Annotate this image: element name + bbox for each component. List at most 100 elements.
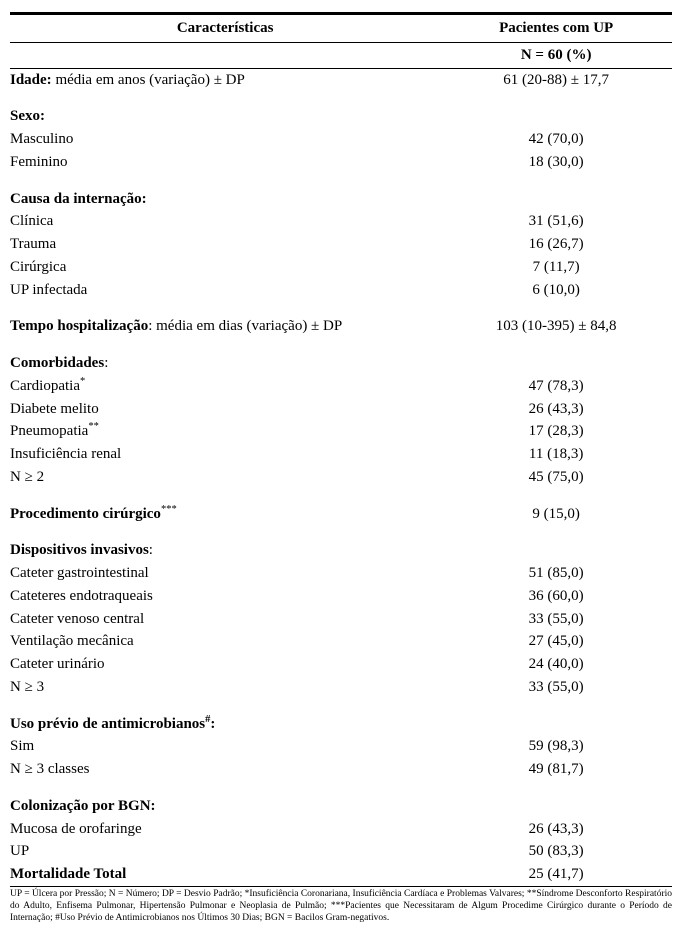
table-row: Cateter urinário24 (40,0) xyxy=(10,653,672,676)
row-value: 9 (15,0) xyxy=(440,503,672,526)
table-row xyxy=(10,489,672,503)
table-row: Cardiopatia*47 (78,3) xyxy=(10,375,672,398)
row-label: Ventilação mecânica xyxy=(10,630,440,653)
row-label: Diabete melito xyxy=(10,398,440,421)
table-row xyxy=(10,525,672,539)
header-sub-right: N = 60 (%) xyxy=(440,43,672,68)
row-value: 6 (10,0) xyxy=(440,279,672,302)
row-value: 42 (70,0) xyxy=(440,128,672,151)
table-row: Pneumopatia**17 (28,3) xyxy=(10,420,672,443)
row-value: 50 (83,3) xyxy=(440,840,672,863)
table-row: Idade: média em anos (variação) ± DP61 (… xyxy=(10,69,672,92)
row-label: N ≥ 3 classes xyxy=(10,758,440,781)
row-value: 51 (85,0) xyxy=(440,562,672,585)
table-row: Sexo: xyxy=(10,105,672,128)
table-row: Clínica31 (51,6) xyxy=(10,210,672,233)
table-row: Ventilação mecânica27 (45,0) xyxy=(10,630,672,653)
table-row: Colonização por BGN: xyxy=(10,795,672,818)
row-value: 26 (43,3) xyxy=(440,398,672,421)
row-label: Idade: média em anos (variação) ± DP xyxy=(10,69,440,92)
table-row xyxy=(10,338,672,352)
table-row: Tempo hospitalização: média em dias (var… xyxy=(10,315,672,338)
table-row: Masculino42 (70,0) xyxy=(10,128,672,151)
table-row xyxy=(10,174,672,188)
table-row xyxy=(10,91,672,105)
row-label: Pneumopatia** xyxy=(10,420,440,443)
table-row xyxy=(10,781,672,795)
row-label: Masculino xyxy=(10,128,440,151)
row-label: Mortalidade Total xyxy=(10,863,440,886)
row-value: 47 (78,3) xyxy=(440,375,672,398)
row-label: Cateter gastrointestinal xyxy=(10,562,440,585)
row-label: Dispositivos invasivos: xyxy=(10,539,440,562)
table-row: UP50 (83,3) xyxy=(10,840,672,863)
table-row: Comorbidades: xyxy=(10,352,672,375)
table-row: Cateter gastrointestinal51 (85,0) xyxy=(10,562,672,585)
row-value: 24 (40,0) xyxy=(440,653,672,676)
row-value xyxy=(440,539,672,562)
row-value: 26 (43,3) xyxy=(440,818,672,841)
table-header-row: Características Pacientes com UP xyxy=(10,15,672,42)
row-value xyxy=(440,713,672,736)
row-value: 36 (60,0) xyxy=(440,585,672,608)
row-value: 103 (10-395) ± 84,8 xyxy=(440,315,672,338)
table-row: Cirúrgica7 (11,7) xyxy=(10,256,672,279)
table-row: Procedimento cirúrgico***9 (15,0) xyxy=(10,503,672,526)
table-subheader-row: N = 60 (%) xyxy=(10,43,672,68)
row-value: 16 (26,7) xyxy=(440,233,672,256)
table-row: UP infectada6 (10,0) xyxy=(10,279,672,302)
row-label: Procedimento cirúrgico*** xyxy=(10,503,440,526)
row-value: 61 (20-88) ± 17,7 xyxy=(440,69,672,92)
header-right: Pacientes com UP xyxy=(440,15,672,42)
row-value xyxy=(440,105,672,128)
row-value: 18 (30,0) xyxy=(440,151,672,174)
row-value xyxy=(440,795,672,818)
row-value: 59 (98,3) xyxy=(440,735,672,758)
row-value: 25 (41,7) xyxy=(440,863,672,886)
row-value xyxy=(440,188,672,211)
row-value: 33 (55,0) xyxy=(440,608,672,631)
row-label: N ≥ 3 xyxy=(10,676,440,699)
row-label: N ≥ 2 xyxy=(10,466,440,489)
table-row: Cateteres endotraqueais36 (60,0) xyxy=(10,585,672,608)
row-label: Clínica xyxy=(10,210,440,233)
row-value: 17 (28,3) xyxy=(440,420,672,443)
table-row xyxy=(10,301,672,315)
table-row: Mortalidade Total25 (41,7) xyxy=(10,863,672,886)
row-label: Cardiopatia* xyxy=(10,375,440,398)
row-label: Tempo hospitalização: média em dias (var… xyxy=(10,315,440,338)
table-footnote: UP = Úlcera por Pressão; N = Número; DP … xyxy=(10,887,672,925)
header-left: Características xyxy=(10,15,440,42)
row-value: 7 (11,7) xyxy=(440,256,672,279)
table-row: Causa da internação: xyxy=(10,188,672,211)
row-label: Trauma xyxy=(10,233,440,256)
table-row: Mucosa de orofaringe26 (43,3) xyxy=(10,818,672,841)
row-label: Causa da internação: xyxy=(10,188,440,211)
row-label: Feminino xyxy=(10,151,440,174)
table-row: Feminino18 (30,0) xyxy=(10,151,672,174)
row-label: Sim xyxy=(10,735,440,758)
table-row: Cateter venoso central33 (55,0) xyxy=(10,608,672,631)
table-row xyxy=(10,699,672,713)
row-label: Comorbidades: xyxy=(10,352,440,375)
row-label: Sexo: xyxy=(10,105,440,128)
table-row: Dispositivos invasivos: xyxy=(10,539,672,562)
row-label: Colonização por BGN: xyxy=(10,795,440,818)
row-label: Cateteres endotraqueais xyxy=(10,585,440,608)
table-row: N ≥ 245 (75,0) xyxy=(10,466,672,489)
row-value: 31 (51,6) xyxy=(440,210,672,233)
row-label: Mucosa de orofaringe xyxy=(10,818,440,841)
row-label: Insuficiência renal xyxy=(10,443,440,466)
row-value: 27 (45,0) xyxy=(440,630,672,653)
row-value xyxy=(440,352,672,375)
table-row: Diabete melito26 (43,3) xyxy=(10,398,672,421)
row-label: Cateter venoso central xyxy=(10,608,440,631)
row-label: UP xyxy=(10,840,440,863)
row-label: Cateter urinário xyxy=(10,653,440,676)
table-row: Sim59 (98,3) xyxy=(10,735,672,758)
table-row: N ≥ 3 classes49 (81,7) xyxy=(10,758,672,781)
table-row: Trauma16 (26,7) xyxy=(10,233,672,256)
row-label: Cirúrgica xyxy=(10,256,440,279)
row-value: 33 (55,0) xyxy=(440,676,672,699)
table-row: N ≥ 333 (55,0) xyxy=(10,676,672,699)
